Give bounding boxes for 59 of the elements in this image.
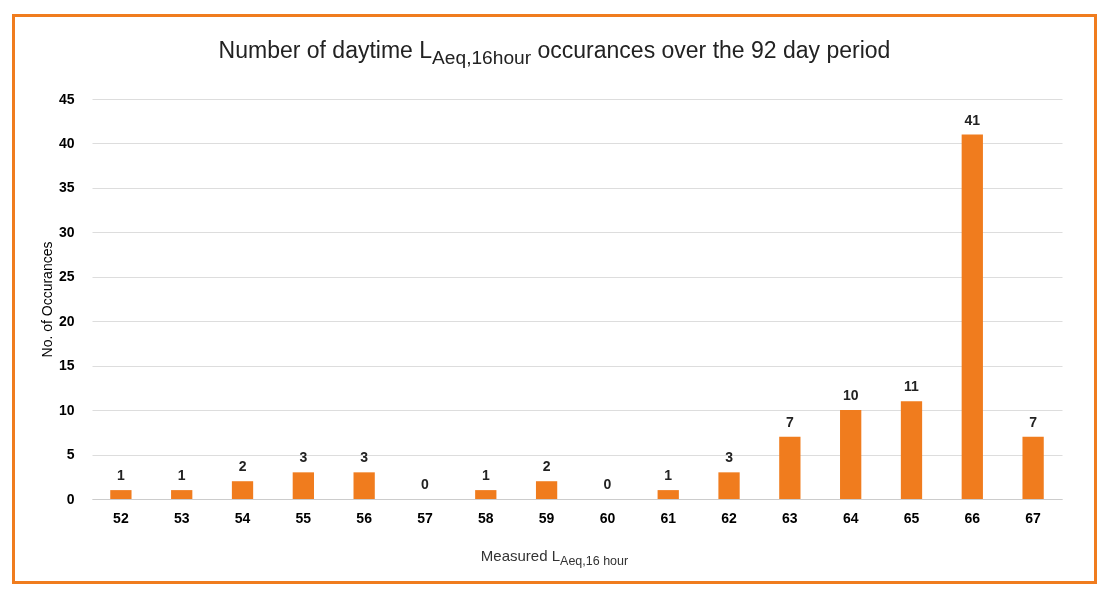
data-label: 7 xyxy=(1029,413,1038,430)
bar xyxy=(961,134,983,499)
bar xyxy=(535,481,558,499)
y-tick-label: 40 xyxy=(58,134,75,151)
data-label: 3 xyxy=(299,449,308,466)
x-tick-label: 57 xyxy=(417,509,433,526)
bar xyxy=(1022,436,1044,499)
data-label: 0 xyxy=(421,476,430,492)
data-label: 10 xyxy=(842,387,859,404)
y-tick-label: 10 xyxy=(58,401,75,418)
x-tick-label: 59 xyxy=(538,509,555,526)
bar xyxy=(718,472,740,499)
y-tick-label: 15 xyxy=(58,357,75,374)
x-tick-label: 56 xyxy=(356,509,373,526)
data-label: 0 xyxy=(603,476,612,492)
bar xyxy=(110,490,132,499)
x-tick-label: 54 xyxy=(234,509,251,526)
bar xyxy=(231,481,254,499)
x-tick-label: 60 xyxy=(599,509,616,526)
x-tick-label: 61 xyxy=(660,509,677,526)
bar xyxy=(840,410,862,499)
bar xyxy=(900,401,923,499)
x-tick-label: 64 xyxy=(842,509,859,526)
data-label: 2 xyxy=(238,458,247,475)
y-tick-label: 35 xyxy=(58,179,75,196)
data-label: 41 xyxy=(964,111,981,128)
x-tick-label: 65 xyxy=(903,509,920,526)
x-axis-title: Measured L$_{Aeq,16 hour}$ xyxy=(479,547,630,568)
data-label: 1 xyxy=(177,467,186,484)
data-label: 3 xyxy=(725,449,734,466)
chart-title: Number of daytime L$_{Aeq,16hour}$ occurances over the 92 day period xyxy=(217,37,892,69)
y-tick-label: 30 xyxy=(58,223,75,240)
y-tick-label: 20 xyxy=(58,312,75,329)
x-tick-label: 52 xyxy=(113,509,129,526)
bar xyxy=(171,490,193,499)
data-label: 7 xyxy=(785,413,794,430)
data-label: 3 xyxy=(360,449,369,466)
bar xyxy=(779,436,801,499)
bar xyxy=(475,490,497,499)
bar xyxy=(657,490,679,499)
bar xyxy=(292,472,314,499)
y-tick-label: 25 xyxy=(58,268,75,285)
data-label: 1 xyxy=(116,467,125,484)
data-label: 1 xyxy=(481,467,490,484)
data-label: 1 xyxy=(664,467,673,484)
x-tick-label: 63 xyxy=(782,509,798,526)
data-label: 11 xyxy=(904,378,920,395)
y-tick-label: 0 xyxy=(66,490,75,507)
x-tick-label: 55 xyxy=(295,509,312,526)
data-label: 2 xyxy=(542,458,551,475)
x-tick-label: 53 xyxy=(173,509,190,526)
x-tick-label: 66 xyxy=(964,509,981,526)
y-axis-title: No. of Occurances xyxy=(38,241,55,358)
y-tick-label: 45 xyxy=(58,90,75,107)
bar xyxy=(353,472,375,499)
x-tick-label: 67 xyxy=(1025,509,1042,526)
y-tick-label: 5 xyxy=(66,446,75,463)
x-tick-label: 62 xyxy=(721,509,738,526)
x-tick-label: 58 xyxy=(477,509,494,526)
